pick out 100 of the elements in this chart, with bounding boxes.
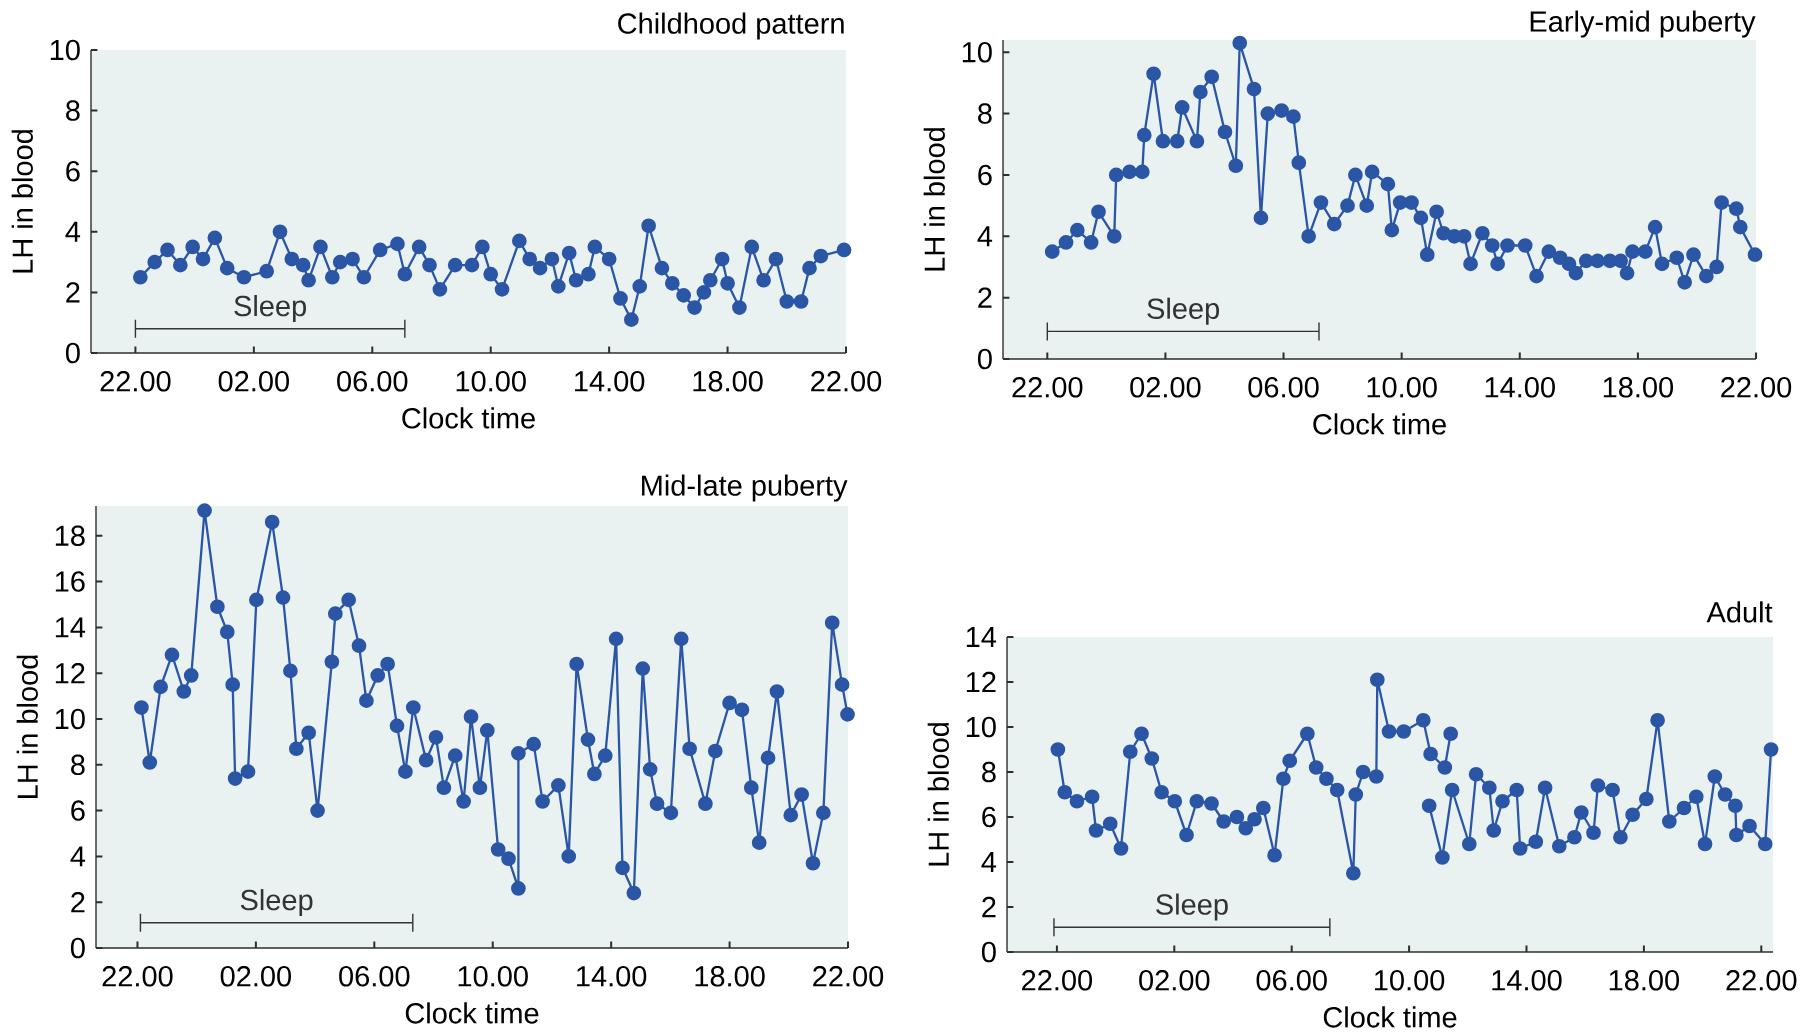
y-tick-label: 12 [55,663,85,684]
point [1728,827,1744,843]
point [1134,726,1149,742]
y-tick-label: 4 [65,221,81,242]
point [1512,841,1528,856]
point [1088,823,1104,838]
point [1329,782,1345,798]
series-label: Sleep [1156,893,1228,921]
y-tick-label: 10 [962,41,992,63]
point [1381,724,1397,739]
y-tick-label: 6 [978,164,992,186]
x-tick-label: 10.00 [458,966,528,987]
y-tick-label: 8 [978,103,992,124]
point [1697,836,1713,852]
point [1661,814,1677,829]
y-axis-title: LH in blood [927,723,949,866]
point [1102,816,1118,832]
point [1216,814,1232,829]
y-tick-label: 2 [71,892,85,913]
point [1605,782,1620,798]
series-label: Sleep [234,295,307,323]
y-tick-label: 16 [55,571,85,592]
point [1437,760,1453,775]
y-tick-label: 0 [977,348,992,370]
x-tick-label: 10.00 [456,371,526,392]
x-tick-label: 06.00 [1248,377,1319,398]
chart-title: Early-mid puberty [1530,10,1756,38]
x-tick-label: 02.00 [220,966,292,987]
point [1481,780,1497,796]
point [1586,825,1601,841]
point [1345,865,1361,881]
y-tick-label: 8 [982,761,996,783]
point [1421,798,1437,814]
point [1495,793,1510,809]
x-tick-label: 14.00 [575,371,645,392]
point [1369,672,1385,688]
y-tick-label: 6 [66,160,80,182]
y-tick-label: 10 [55,708,85,730]
point [1368,769,1384,784]
x-tick-label: 02.00 [1130,377,1201,398]
point [1247,811,1262,827]
chart-title: Childhood pattern [618,12,844,40]
x-tick-label: 14.00 [1492,970,1562,991]
point [1415,712,1431,728]
y-tick-label: 8 [71,754,85,776]
point [1238,820,1254,836]
point [1486,823,1502,838]
y-tick-label: 12 [966,671,996,693]
y-tick-label: 2 [982,896,996,918]
x-tick-label: 06.00 [1256,970,1327,991]
point [1590,778,1606,793]
point [1319,771,1334,787]
point [1113,841,1129,856]
x-tick-label: 22.00 [1022,970,1093,991]
x-tick-label: 22.00 [811,371,882,392]
y-tick-label: 4 [977,226,993,247]
y-tick-label: 2 [66,282,80,303]
point [1167,793,1183,809]
point [1509,782,1525,798]
x-tick-label: 18.00 [693,371,763,392]
series-label: Sleep [240,889,313,917]
x-tick-label: 02.00 [218,371,289,392]
y-axis-title: LH in blood [11,130,33,273]
point [1204,796,1219,811]
point [1688,789,1704,805]
y-tick-label: 18 [55,525,85,547]
point [1757,836,1773,852]
y-tick-label: 14 [55,617,86,638]
y-tick-label: 4 [981,852,997,872]
x-tick-label: 02.00 [1139,970,1210,991]
point [1255,800,1271,816]
point [1444,782,1460,798]
y-tick-label: 0 [981,941,996,963]
point [1638,791,1654,807]
point [1435,850,1450,865]
point [1282,753,1298,769]
y-tick-label: 14 [966,627,997,647]
point [1537,780,1553,796]
y-tick-label: 10 [50,39,80,61]
point [1461,836,1477,852]
point [1179,827,1194,843]
x-tick-label: 22.00 [102,966,173,987]
y-tick-label: 8 [66,100,80,121]
point [1144,751,1160,766]
point [1707,769,1723,784]
y-tick-label: 6 [71,800,85,821]
point [1229,809,1245,825]
y-tick-label: 10 [966,716,996,738]
point [1308,760,1324,775]
point [1528,834,1544,850]
point [1189,793,1205,809]
point [1069,793,1085,809]
x-axis-title: Clock time [402,407,535,429]
point [1050,742,1066,757]
y-axis-title: LH in blood [923,128,945,271]
point [1276,771,1291,787]
x-tick-label: 18.00 [1609,970,1680,991]
y-tick-label: 0 [65,342,80,364]
point [1676,800,1692,816]
x-tick-label: 22.00 [1721,377,1792,398]
